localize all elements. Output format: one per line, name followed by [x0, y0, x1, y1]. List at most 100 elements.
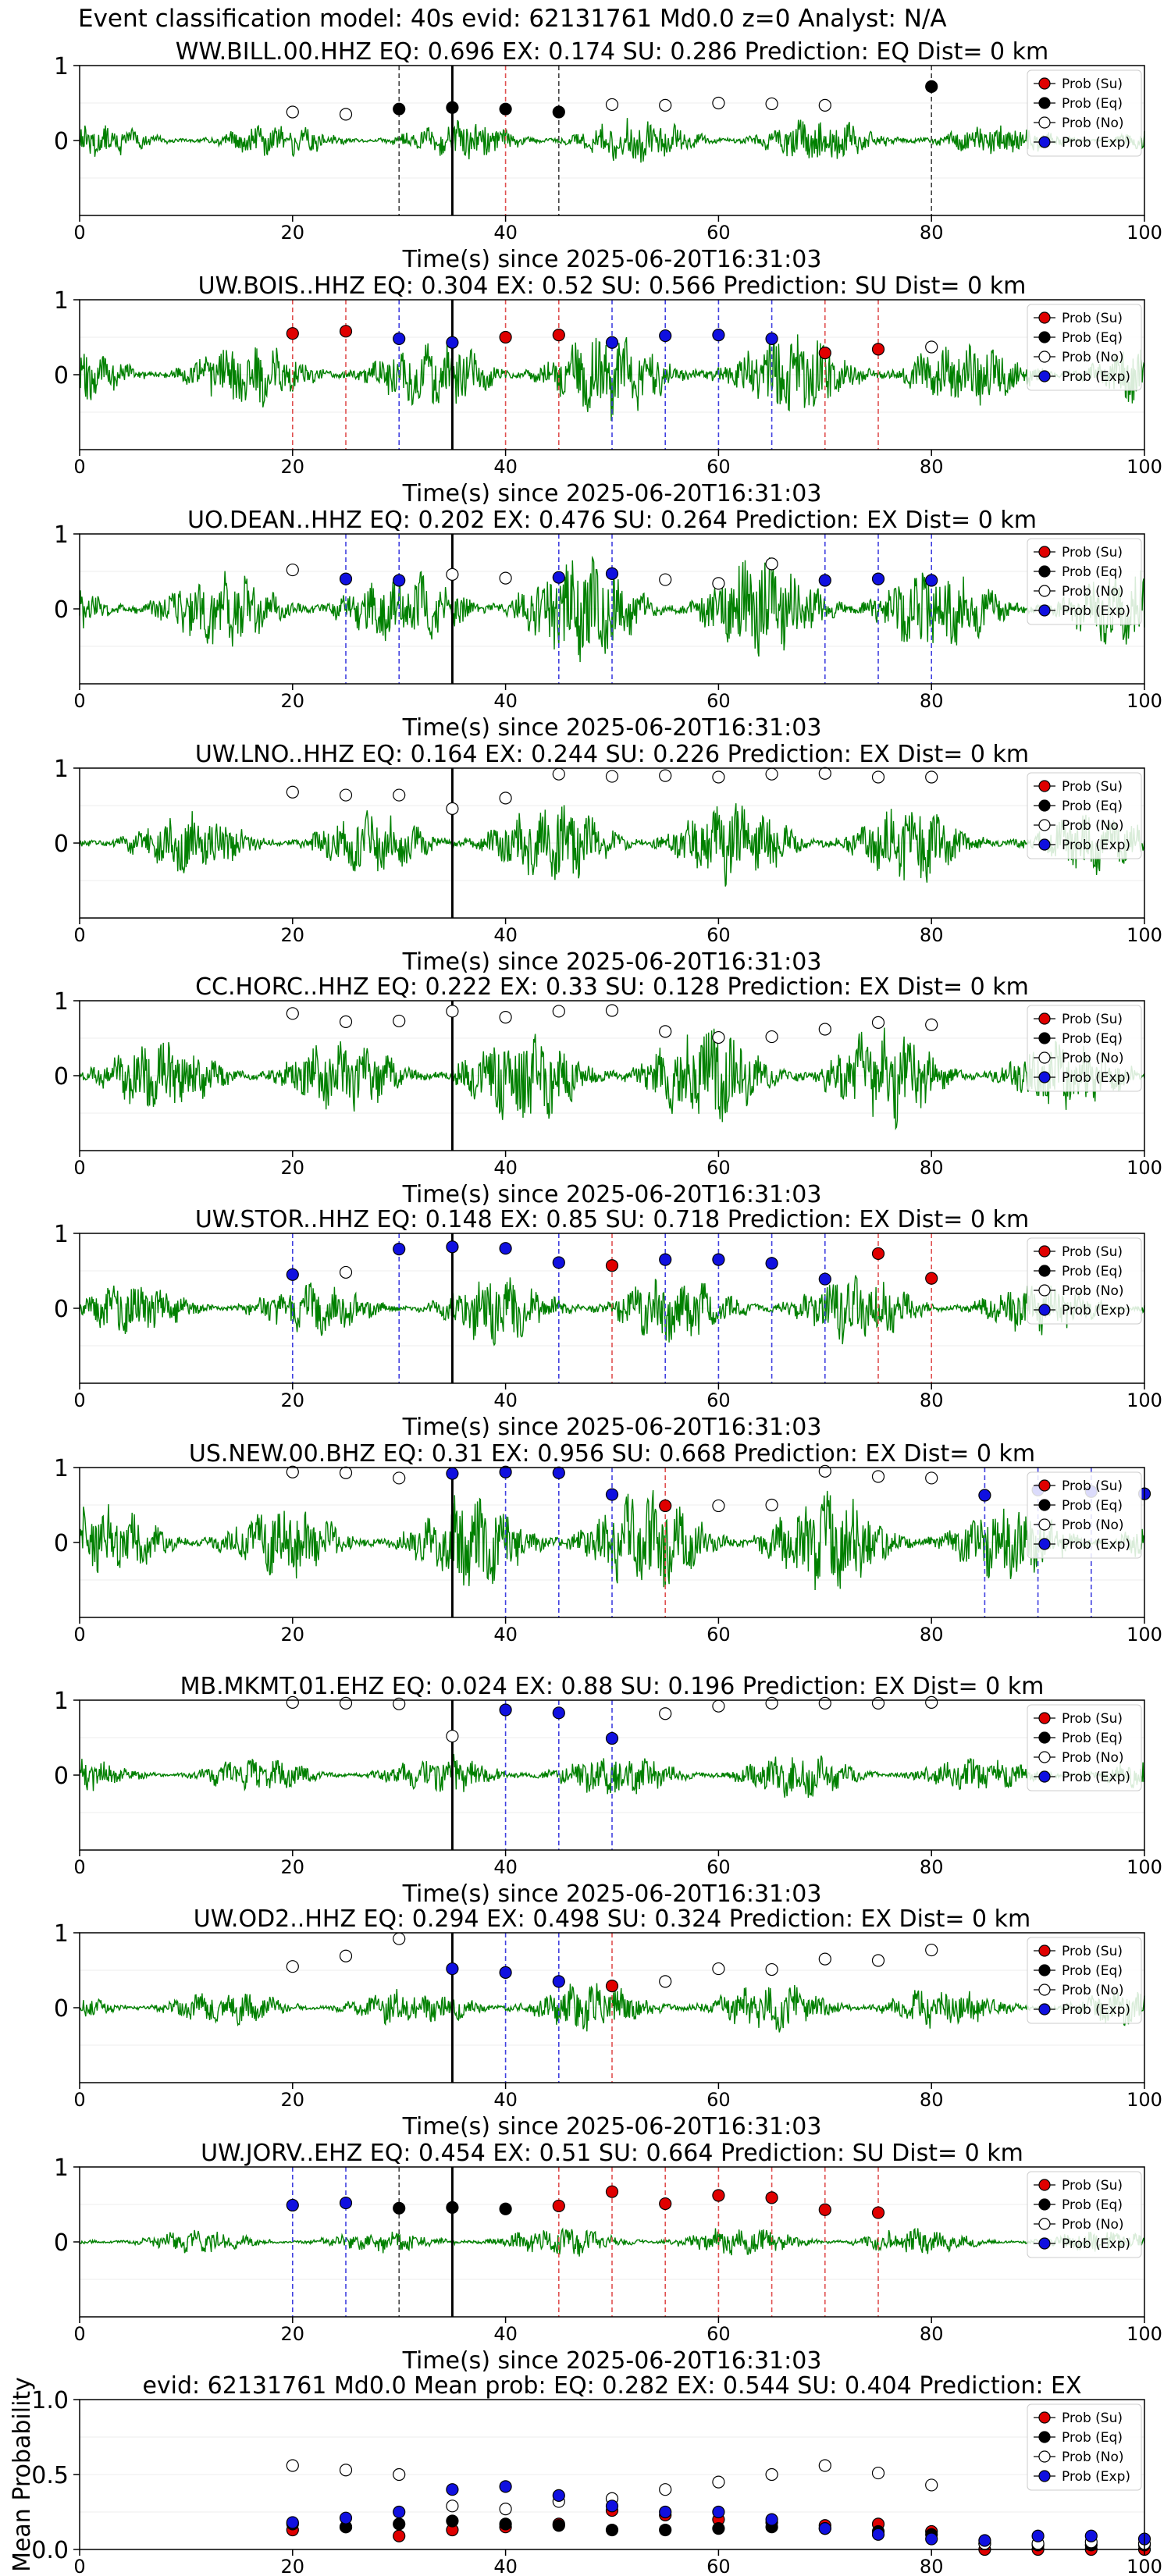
prob-marker — [712, 1499, 725, 1513]
y-tick-label: 1 — [54, 2154, 69, 2182]
x-tick-label: 80 — [920, 690, 944, 712]
legend-label: Prob (No) — [1062, 1983, 1124, 1998]
prob-marker — [712, 770, 725, 784]
y-tick-label: 1 — [54, 1221, 69, 1248]
prob-marker — [499, 330, 512, 344]
panel-title: UW.BOIS..HHZ EQ: 0.304 EX: 0.52 SU: 0.56… — [198, 272, 1027, 300]
prob-marker — [286, 105, 299, 119]
legend-marker — [1038, 1265, 1051, 1277]
x-axis-label: Time(s) since 2025-06-20T16:31:03 — [402, 1414, 822, 1441]
prob-marker — [765, 1257, 778, 1270]
legend-marker — [1038, 1071, 1051, 1083]
prob-marker — [393, 1014, 406, 1028]
prob-marker — [925, 80, 938, 93]
panel-10: UW.JORV..EHZ EQ: 0.454 EX: 0.51 SU: 0.66… — [54, 2140, 1162, 2375]
prob-marker — [712, 1030, 725, 1044]
prob-marker — [446, 1962, 459, 1976]
prob-marker — [978, 1489, 991, 1502]
x-tick-label: 60 — [707, 1157, 731, 1179]
prob-marker — [765, 557, 778, 571]
prob-marker — [712, 1699, 725, 1713]
legend: Prob (Su) Prob (Eq) Prob (No) Prob (Exp) — [1027, 2171, 1142, 2258]
x-tick-label: 40 — [493, 2089, 518, 2111]
x-tick-label: 60 — [707, 924, 731, 946]
seismogram-trace — [79, 1754, 1145, 1799]
x-axis-label: Time(s) since 2025-06-20T16:31:03 — [402, 2113, 822, 2140]
legend-marker — [1038, 2450, 1051, 2463]
prob-marker — [765, 767, 778, 781]
mean-prob-marker — [765, 2513, 778, 2526]
legend-marker — [1038, 1944, 1051, 1957]
legend-box — [1027, 1937, 1142, 2024]
legend-label: Prob (Su) — [1062, 1711, 1123, 1727]
prob-marker — [765, 1962, 778, 1976]
mean-prob-marker — [499, 2517, 512, 2531]
prob-marker — [659, 769, 672, 782]
prob-marker — [659, 1253, 672, 1266]
x-tick-label: 20 — [281, 1157, 305, 1179]
mean-prob-marker — [659, 2483, 672, 2496]
mean-prob-marker — [446, 2483, 459, 2496]
mean-prob-marker — [552, 2489, 565, 2502]
x-axis-label: Time(s) since 2025-06-20T16:31:03 — [402, 948, 822, 976]
legend-label: Prob (Su) — [1062, 311, 1123, 326]
legend-label: Prob (Su) — [1062, 76, 1123, 92]
legend-label: Prob (No) — [1062, 1283, 1124, 1299]
mean-prob-marker — [1084, 2529, 1098, 2542]
x-axis-label: Time(s) since 2025-06-20T16:31:03 — [402, 246, 822, 273]
prob-marker — [818, 1272, 831, 1286]
panel-2: UW.BOIS..HHZ EQ: 0.304 EX: 0.52 SU: 0.56… — [54, 272, 1162, 507]
prob-marker — [765, 97, 778, 111]
x-tick-label: 80 — [920, 2089, 944, 2111]
legend-label: Prob (Exp) — [1062, 135, 1130, 151]
y-tick-label: 1 — [54, 287, 69, 315]
panel-title: UW.LNO..HHZ EQ: 0.164 EX: 0.244 SU: 0.22… — [195, 741, 1029, 768]
prob-marker — [765, 1030, 778, 1044]
prob-marker — [818, 1023, 831, 1036]
mean-prob-marker — [605, 2500, 619, 2513]
legend-label: Prob (Eq) — [1062, 330, 1123, 346]
x-tick-label: 60 — [707, 690, 731, 712]
prob-marker — [925, 1471, 938, 1485]
prob-marker — [552, 329, 565, 342]
prob-marker — [712, 577, 725, 590]
y-tick-label: 0 — [54, 1530, 69, 1557]
mean-prob-marker — [978, 2534, 991, 2547]
prob-marker — [818, 1696, 831, 1710]
panel-11: evid: 62131761 Md0.0 Mean prob: EQ: 0.28… — [9, 2372, 1162, 2576]
x-tick-label: 20 — [281, 2323, 305, 2345]
legend-label: Prob (Su) — [1062, 2178, 1123, 2194]
prob-marker — [339, 2196, 353, 2210]
legend-label: Prob (No) — [1062, 818, 1124, 834]
legend-label: Prob (Exp) — [1062, 603, 1130, 619]
prob-marker — [339, 788, 353, 802]
legend-box — [1027, 1704, 1142, 1791]
x-axis-label: Time(s) since 2025-06-20T16:31:03 — [402, 1181, 822, 1208]
legend-marker — [1038, 1964, 1051, 1976]
legend: Prob (Su) Prob (Eq) Prob (No) Prob (Exp) — [1027, 1471, 1142, 1559]
prob-marker — [765, 332, 778, 346]
legend-marker — [1038, 97, 1051, 109]
legend-marker — [1038, 1304, 1051, 1316]
seismogram-trace — [79, 118, 1145, 163]
y-tick-label: 1 — [54, 756, 69, 783]
legend-label: Prob (Eq) — [1062, 564, 1123, 580]
prob-marker — [393, 332, 406, 346]
x-tick-label: 20 — [281, 1624, 305, 1646]
prob-marker — [765, 1498, 778, 1512]
prob-marker — [659, 329, 672, 343]
prob-marker — [818, 98, 831, 112]
legend-marker — [1038, 1245, 1051, 1258]
y-tick-label: 1 — [54, 1920, 69, 1948]
prob-marker — [712, 329, 725, 342]
legend-marker — [1038, 2003, 1051, 2016]
prob-marker — [925, 1272, 938, 1285]
prob-marker — [286, 1695, 299, 1709]
prob-marker — [659, 1025, 672, 1038]
prob-marker — [339, 1949, 353, 1962]
legend: Prob (Su) Prob (Eq) Prob (No) Prob (Exp) — [1027, 1937, 1142, 2024]
x-tick-label: 20 — [281, 222, 305, 244]
prob-marker — [339, 1696, 353, 1710]
x-tick-label: 80 — [920, 1389, 944, 1411]
